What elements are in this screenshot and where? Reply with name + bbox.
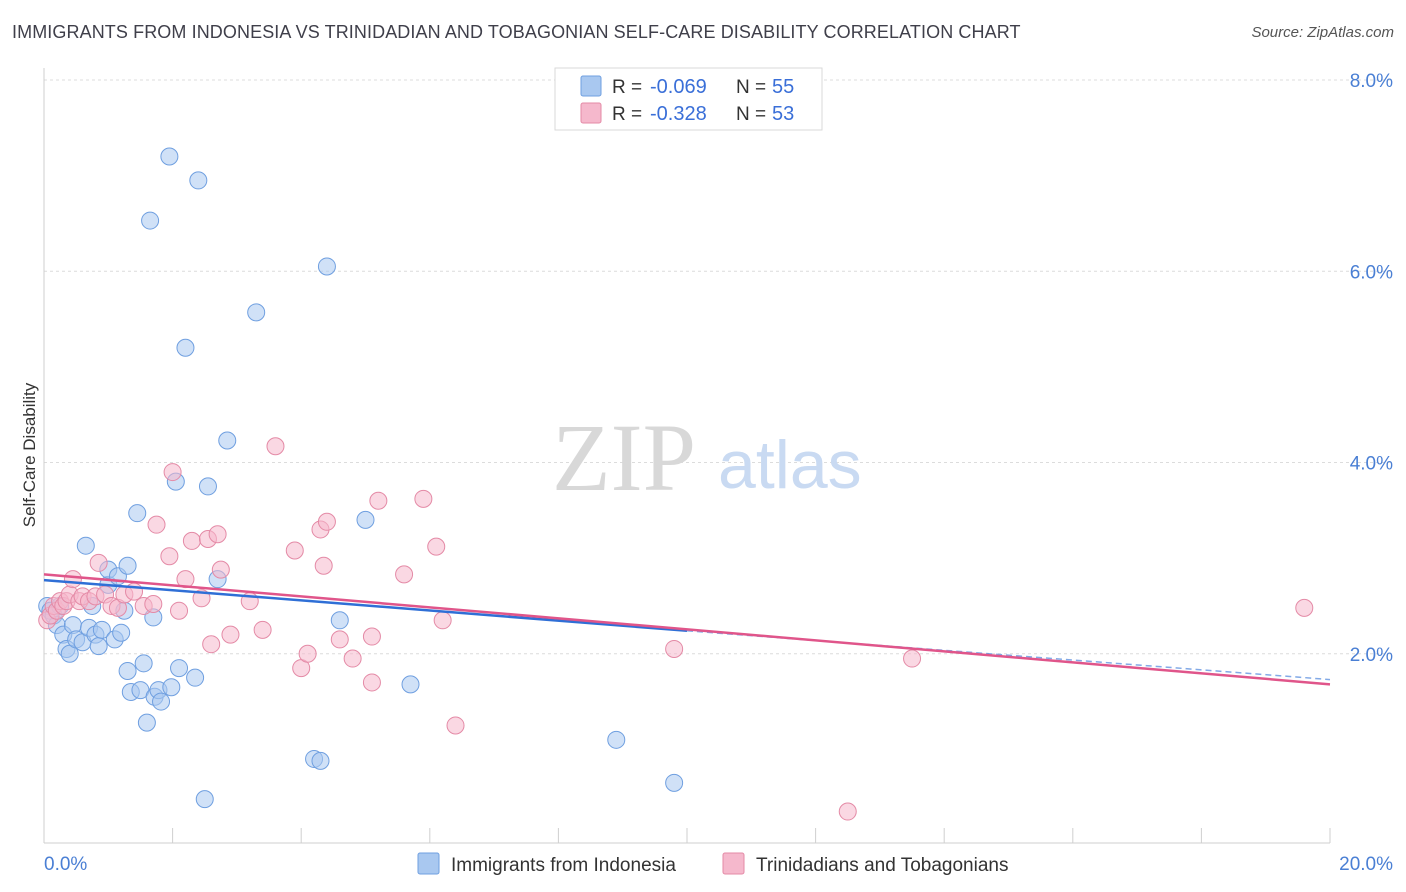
point-indonesia-21 [112, 623, 131, 642]
point-trinidad-52 [665, 639, 684, 658]
legend-r-label-1: R = [612, 77, 642, 98]
point-trinidad-46 [369, 491, 388, 510]
x-tick-label-1: 20.0% [1339, 854, 1393, 875]
watermark: ZIP atlas [552, 404, 862, 511]
tick-labels: 2.0% 4.0% 6.0% 8.0% 0.0% 20.0% [44, 71, 1393, 875]
series-legend: Immigrants from Indonesia Trinidadians a… [417, 852, 1008, 876]
legend-r-label-2: R = [612, 104, 642, 125]
gridlines [44, 79, 1392, 655]
legend-n-value-1: 55 [772, 76, 794, 98]
point-trinidad-41 [314, 556, 333, 575]
y-tick-label-1: 4.0% [1350, 454, 1393, 475]
correlation-legend: R = -0.069 N = 55 R = -0.328 N = 53 [554, 67, 823, 131]
point-indonesia-44 [218, 431, 237, 450]
point-indonesia-24 [118, 556, 137, 575]
point-indonesia-50 [330, 611, 349, 630]
legend-swatch-trinidad [580, 102, 602, 124]
y-tick-label-2: 6.0% [1350, 262, 1393, 283]
point-trinidad-32 [221, 625, 240, 644]
legend-bottom-label-indonesia: Immigrants from Indonesia [451, 855, 676, 876]
point-indonesia-28 [134, 654, 153, 673]
point-indonesia-33 [152, 692, 171, 711]
legend-n-label-2: N = [736, 104, 766, 125]
point-trinidad-8 [63, 570, 82, 589]
point-indonesia-47 [311, 751, 330, 770]
legend-r-value-1: -0.069 [650, 76, 707, 98]
point-indonesia-16 [92, 620, 111, 639]
point-trinidad-54 [1295, 598, 1314, 617]
point-indonesia-26 [128, 504, 147, 523]
legend-bottom-swatch-trinidad [722, 852, 745, 875]
point-indonesia-51 [356, 510, 375, 529]
point-trinidad-49 [427, 537, 446, 556]
point-indonesia-41 [195, 790, 214, 809]
point-indonesia-53 [607, 730, 626, 749]
legend-bottom-swatch-indonesia [417, 852, 440, 875]
point-trinidad-47 [395, 565, 414, 584]
point-indonesia-40 [189, 171, 208, 190]
point-indonesia-38 [176, 338, 195, 357]
trend-lines [43, 573, 1331, 686]
trend-line-trinidad [43, 573, 1331, 686]
legend-r-value-2: -0.328 [650, 103, 707, 125]
point-trinidad-38 [298, 644, 317, 663]
point-trinidad-43 [343, 649, 362, 668]
point-indonesia-49 [317, 257, 336, 276]
point-trinidad-40 [317, 512, 336, 531]
point-trinidad-48 [414, 489, 433, 508]
point-trinidad-26 [182, 531, 201, 550]
point-trinidad-34 [253, 620, 272, 639]
point-indonesia-23 [118, 661, 137, 680]
point-trinidad-51 [446, 716, 465, 735]
point-indonesia-45 [247, 303, 266, 322]
point-trinidad-29 [202, 635, 221, 654]
point-trinidad-20 [144, 595, 163, 614]
point-trinidad-35 [266, 437, 285, 456]
point-trinidad-13 [89, 553, 108, 572]
chart-title: IMMIGRANTS FROM INDONESIA VS TRINIDADIAN… [12, 22, 1021, 42]
trend-line-indonesia [43, 578, 688, 633]
point-indonesia-34 [160, 147, 179, 166]
point-trinidad-23 [163, 463, 182, 482]
point-trinidad-30 [208, 525, 227, 544]
point-indonesia-48 [141, 211, 160, 230]
point-trinidad-31 [211, 560, 230, 579]
source-credit: Source: ZipAtlas.com [1251, 24, 1394, 41]
point-indonesia-11 [76, 536, 95, 555]
point-indonesia-35 [162, 678, 181, 697]
data-points [38, 147, 1314, 821]
point-indonesia-42 [198, 477, 217, 496]
point-indonesia-29 [137, 713, 156, 732]
point-indonesia-37 [170, 659, 189, 678]
point-trinidad-44 [362, 673, 381, 692]
x-tick-label-0: 0.0% [44, 854, 87, 875]
point-indonesia-15 [89, 637, 108, 656]
watermark-zip: ZIP [552, 404, 696, 511]
y-axis-label: Self-Care Disability [20, 382, 39, 527]
legend-n-label-1: N = [736, 77, 766, 98]
point-trinidad-50 [433, 611, 452, 630]
point-trinidad-36 [285, 541, 304, 560]
point-trinidad-42 [330, 630, 349, 649]
axes [43, 68, 1331, 844]
point-trinidad-22 [160, 547, 179, 566]
point-trinidad-24 [170, 601, 189, 620]
watermark-atlas: atlas [718, 427, 862, 503]
y-tick-label-0: 2.0% [1350, 645, 1393, 666]
legend-bottom-label-trinidad: Trinidadians and Tobagonians [756, 855, 1008, 876]
legend-n-value-2: 53 [772, 103, 794, 125]
point-trinidad-45 [362, 627, 381, 646]
point-indonesia-52 [401, 675, 420, 694]
trend-line-extension-indonesia [686, 630, 1331, 681]
y-tick-label-3: 8.0% [1350, 71, 1393, 92]
legend-swatch-indonesia [580, 75, 602, 97]
point-indonesia-39 [186, 668, 205, 687]
point-trinidad-21 [147, 515, 166, 534]
point-indonesia-54 [665, 773, 684, 792]
point-trinidad-55 [838, 802, 857, 821]
point-trinidad-53 [903, 649, 922, 668]
